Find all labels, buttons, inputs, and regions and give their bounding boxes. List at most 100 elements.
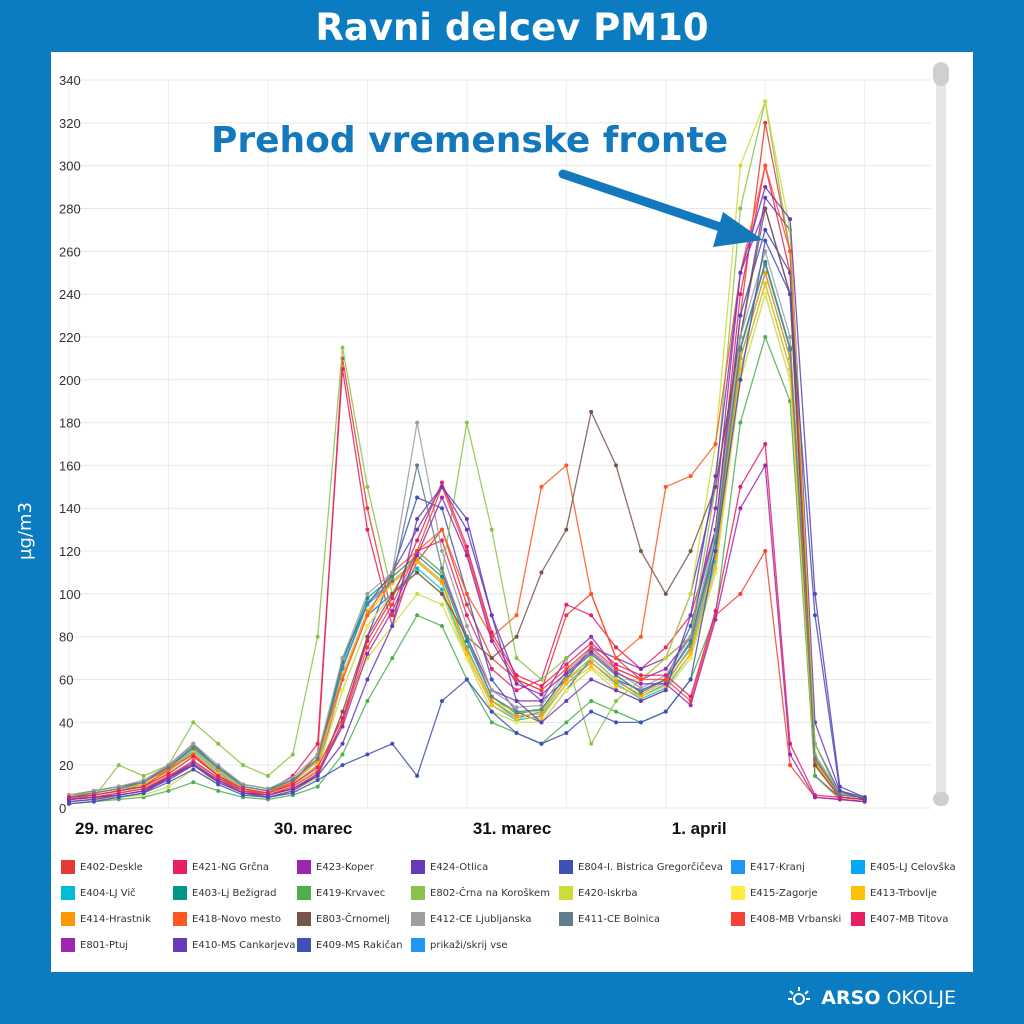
legend-item[interactable]: E402-Deskle <box>61 860 143 874</box>
data-point[interactable] <box>614 683 619 688</box>
data-point[interactable] <box>67 801 71 806</box>
data-point[interactable] <box>464 527 469 532</box>
data-point[interactable] <box>340 345 345 350</box>
data-point[interactable] <box>738 484 743 489</box>
legend-item[interactable]: E803-Črnomelj <box>297 912 390 926</box>
data-point[interactable] <box>763 206 768 211</box>
data-point[interactable] <box>514 731 519 736</box>
data-point[interactable] <box>663 666 668 671</box>
data-point[interactable] <box>340 752 345 757</box>
data-point[interactable] <box>812 613 817 618</box>
data-point[interactable] <box>738 313 743 318</box>
data-point[interactable] <box>713 549 718 554</box>
data-point[interactable] <box>614 698 619 703</box>
data-point[interactable] <box>216 773 221 778</box>
data-point[interactable] <box>738 420 743 425</box>
data-point[interactable] <box>365 527 370 532</box>
data-point[interactable] <box>315 773 320 778</box>
data-point[interactable] <box>390 579 395 584</box>
data-point[interactable] <box>514 673 519 678</box>
data-point[interactable] <box>191 754 196 759</box>
data-point[interactable] <box>91 799 96 804</box>
data-point[interactable] <box>589 698 594 703</box>
data-point[interactable] <box>464 677 469 682</box>
data-point[interactable] <box>614 679 619 684</box>
data-point[interactable] <box>763 262 768 267</box>
data-point[interactable] <box>290 778 295 783</box>
data-point[interactable] <box>837 797 842 802</box>
data-point[interactable] <box>614 662 619 667</box>
data-point[interactable] <box>315 741 320 746</box>
data-point[interactable] <box>514 634 519 639</box>
data-point[interactable] <box>788 334 793 339</box>
data-point[interactable] <box>589 641 594 646</box>
data-point[interactable] <box>837 788 842 793</box>
data-point[interactable] <box>738 506 743 511</box>
data-point[interactable] <box>763 195 768 200</box>
data-point[interactable] <box>166 788 171 793</box>
data-point[interactable] <box>539 711 544 716</box>
data-point[interactable] <box>191 746 196 751</box>
data-point[interactable] <box>489 630 494 635</box>
data-point[interactable] <box>564 662 569 667</box>
data-point[interactable] <box>415 463 420 468</box>
data-point[interactable] <box>688 656 693 661</box>
data-point[interactable] <box>241 793 246 798</box>
data-point[interactable] <box>788 217 793 222</box>
data-point[interactable] <box>539 716 544 721</box>
legend-item[interactable]: E419-Krvavec <box>297 886 385 900</box>
data-point[interactable] <box>439 484 444 489</box>
data-point[interactable] <box>788 249 793 254</box>
data-point[interactable] <box>290 782 295 787</box>
data-point[interactable] <box>638 666 643 671</box>
data-point[interactable] <box>315 784 320 789</box>
data-point[interactable] <box>688 641 693 646</box>
data-point[interactable] <box>763 227 768 232</box>
data-point[interactable] <box>688 703 693 708</box>
data-point[interactable] <box>812 763 817 768</box>
data-point[interactable] <box>464 516 469 521</box>
data-point[interactable] <box>464 613 469 618</box>
data-point[interactable] <box>439 549 444 554</box>
data-point[interactable] <box>415 570 420 575</box>
data-point[interactable] <box>614 709 619 714</box>
data-point[interactable] <box>241 763 246 768</box>
data-point[interactable] <box>464 624 469 628</box>
data-point[interactable] <box>340 367 345 372</box>
data-point[interactable] <box>713 506 718 511</box>
legend-item[interactable]: E408-MB Vrbanski <box>731 912 841 926</box>
data-point[interactable] <box>564 731 569 736</box>
data-point[interactable] <box>738 163 743 168</box>
data-point[interactable] <box>614 720 619 725</box>
data-point[interactable] <box>439 495 444 500</box>
data-point[interactable] <box>763 334 768 339</box>
data-point[interactable] <box>340 677 345 682</box>
data-point[interactable] <box>365 609 370 614</box>
data-point[interactable] <box>638 720 643 725</box>
data-point[interactable] <box>365 645 370 650</box>
data-point[interactable] <box>141 773 146 778</box>
data-point[interactable] <box>340 688 345 693</box>
data-point[interactable] <box>763 292 768 297</box>
data-point[interactable] <box>489 527 494 532</box>
data-point[interactable] <box>763 99 768 104</box>
data-point[interactable] <box>713 609 718 614</box>
data-point[interactable] <box>539 677 544 682</box>
data-point[interactable] <box>116 788 121 793</box>
data-point[interactable] <box>464 647 469 652</box>
data-point[interactable] <box>589 660 594 665</box>
data-point[interactable] <box>614 688 619 693</box>
data-point[interactable] <box>489 666 494 671</box>
data-point[interactable] <box>514 688 519 693</box>
data-point[interactable] <box>340 716 345 721</box>
data-point[interactable] <box>539 683 544 688</box>
data-point[interactable] <box>439 698 444 703</box>
data-point[interactable] <box>788 292 793 297</box>
data-point[interactable] <box>688 677 693 682</box>
data-point[interactable] <box>489 613 494 618</box>
data-point[interactable] <box>564 463 569 468</box>
data-point[interactable] <box>464 602 469 607</box>
data-point[interactable] <box>166 771 171 776</box>
data-point[interactable] <box>688 613 693 618</box>
data-point[interactable] <box>589 409 594 414</box>
